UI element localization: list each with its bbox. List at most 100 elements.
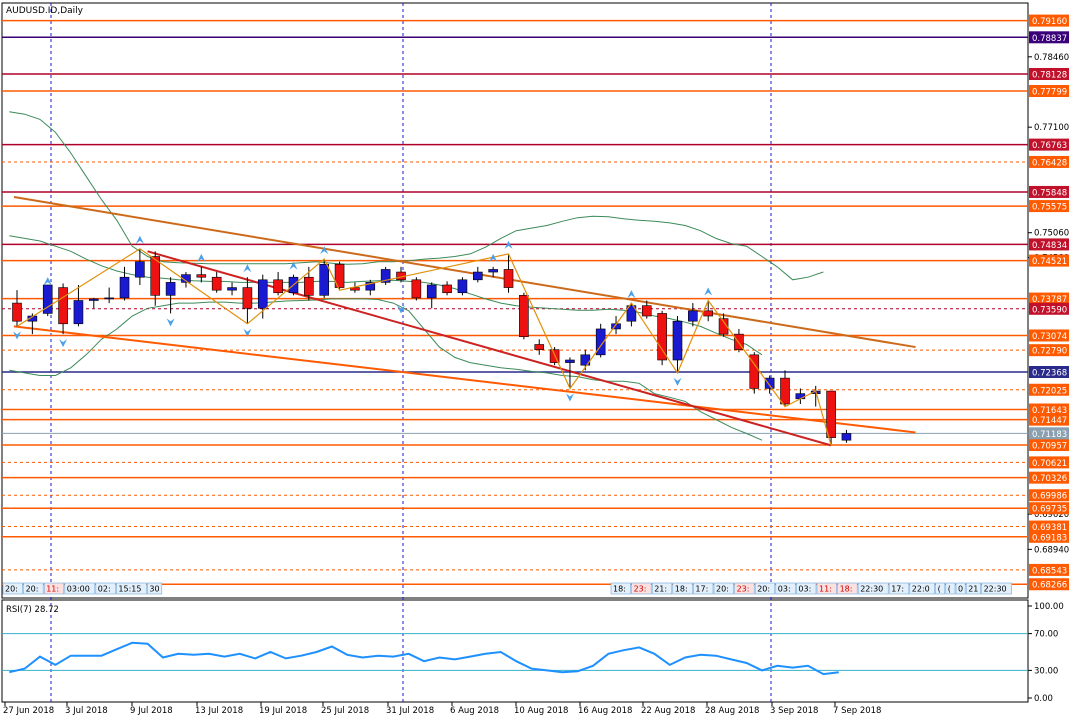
- current-price-bg: [1029, 427, 1069, 440]
- level-label: 0.76763: [1032, 141, 1067, 151]
- candle-body: [196, 274, 207, 278]
- level-label-bg: [1029, 67, 1069, 80]
- candle-body: [472, 271, 483, 281]
- session-tag-right: 22:0: [912, 585, 930, 594]
- rsi-line: [9, 641, 839, 676]
- level-label-bg: [1029, 85, 1069, 98]
- session-tag-right: 17:: [891, 585, 904, 594]
- candle-body: [734, 333, 744, 350]
- session-tag-right-bg: [857, 582, 889, 595]
- level-label: 0.72368: [1032, 369, 1067, 379]
- fractal-down-icon: [565, 393, 574, 402]
- candle-body: [58, 287, 68, 325]
- candle-body: [104, 297, 114, 300]
- session-tag-right-bg: [754, 582, 776, 595]
- session-tag-right-bg: [672, 582, 693, 595]
- candle-body: [488, 269, 498, 273]
- level-label: 0.71447: [1032, 416, 1067, 426]
- candle-body: [764, 377, 775, 389]
- session-tag-right: 21:: [654, 585, 667, 594]
- session-tag-left: 03:00: [67, 585, 90, 594]
- level-label: 0.69735: [1032, 505, 1067, 515]
- candle-body: [73, 300, 84, 325]
- level-label: 0.70326: [1032, 474, 1067, 484]
- candle-body: [135, 261, 145, 278]
- x-label: 28 Aug 2018: [705, 706, 759, 716]
- session-tag-left-bg: [43, 582, 65, 595]
- candle-body: [826, 390, 836, 438]
- rsi-axis-label: 70.00: [1034, 630, 1058, 640]
- fractal-up-icon: [289, 261, 298, 270]
- rsi-title: RSI(7) 28.72: [6, 605, 59, 615]
- session-tag-right-bg: [935, 582, 946, 595]
- candle-body: [703, 310, 714, 317]
- level-label: 0.69986: [1032, 492, 1067, 502]
- session-tag-right-bg: [796, 582, 817, 595]
- session-tag-right: 23:: [737, 585, 750, 594]
- candle-body: [795, 393, 806, 400]
- candle-body: [227, 287, 237, 291]
- fractal-down-icon: [166, 318, 175, 327]
- session-tag-right-bg: [945, 582, 956, 595]
- level-label: 0.69183: [1032, 533, 1067, 543]
- session-tag-left-bg: [23, 582, 44, 595]
- level-label-bg: [1029, 403, 1069, 416]
- candle-body: [426, 284, 437, 299]
- session-tag-left-bg: [116, 582, 147, 595]
- session-tag-right-bg: [693, 582, 714, 595]
- zigzag-line: [16, 248, 832, 446]
- candle-body: [688, 310, 698, 322]
- x-label: 16 Aug 2018: [578, 706, 632, 716]
- level-label: 0.73787: [1032, 295, 1067, 305]
- x-label: 27 Jun 2018: [3, 706, 54, 716]
- candle-body: [565, 359, 575, 363]
- x-label: 19 Jul 2018: [259, 706, 307, 716]
- fractal-up-icon: [627, 290, 636, 299]
- candle-body: [595, 328, 606, 356]
- axis-label: 0.75060: [1034, 229, 1069, 239]
- session-tag-right: 18:: [675, 585, 688, 594]
- fractal-up-icon: [197, 253, 206, 262]
- level-label-bg: [1029, 14, 1069, 27]
- session-tag-left: 11:: [46, 585, 59, 594]
- session-tag-right: 03:: [778, 585, 791, 594]
- candle-body: [657, 313, 667, 361]
- current-price-label: 0.71183: [1032, 430, 1067, 440]
- x-label: 10 Aug 2018: [514, 706, 568, 716]
- candle-body: [380, 269, 391, 283]
- candle-body: [242, 287, 253, 309]
- session-tag-left: 20:: [5, 585, 18, 594]
- session-tag-right: 11:: [819, 585, 832, 594]
- chart-title: AUDUSD.ID,Daily: [6, 6, 84, 16]
- x-label: 3 Sep 2018: [770, 706, 818, 716]
- x-label: 31 Jul 2018: [386, 706, 434, 716]
- session-tag-right: (: [938, 585, 941, 594]
- fractal-down-icon: [243, 328, 252, 337]
- session-tag-right: (: [948, 585, 951, 594]
- level-label-bg: [1029, 563, 1069, 576]
- level-label: 0.73590: [1032, 305, 1067, 315]
- x-label: 25 Jul 2018: [321, 706, 369, 716]
- axis-label: 0.78460: [1034, 53, 1069, 63]
- level-label: 0.74521: [1032, 257, 1067, 267]
- session-tag-left-bg: [64, 582, 96, 595]
- level-label-bg: [1029, 578, 1069, 591]
- fractal-up-icon: [43, 277, 52, 286]
- candle-body: [626, 305, 637, 322]
- level-label: 0.68266: [1032, 581, 1067, 591]
- session-tag-left-bg: [2, 582, 23, 595]
- candle-body: [749, 354, 760, 389]
- level-label: 0.75848: [1032, 188, 1067, 198]
- fractal-up-icon: [320, 246, 329, 255]
- session-tag-right-bg: [610, 582, 631, 595]
- level-label: 0.78128: [1032, 70, 1067, 80]
- level-label-bg: [1029, 200, 1069, 213]
- candle-body: [411, 279, 422, 299]
- session-tag-right-bg: [734, 582, 755, 595]
- session-tag-left: 30: [149, 585, 159, 594]
- session-tag-left-bg: [95, 582, 116, 595]
- session-tag-right-bg: [955, 582, 966, 595]
- session-tag-left-bg: [147, 582, 163, 595]
- level-label: 0.69381: [1032, 523, 1067, 533]
